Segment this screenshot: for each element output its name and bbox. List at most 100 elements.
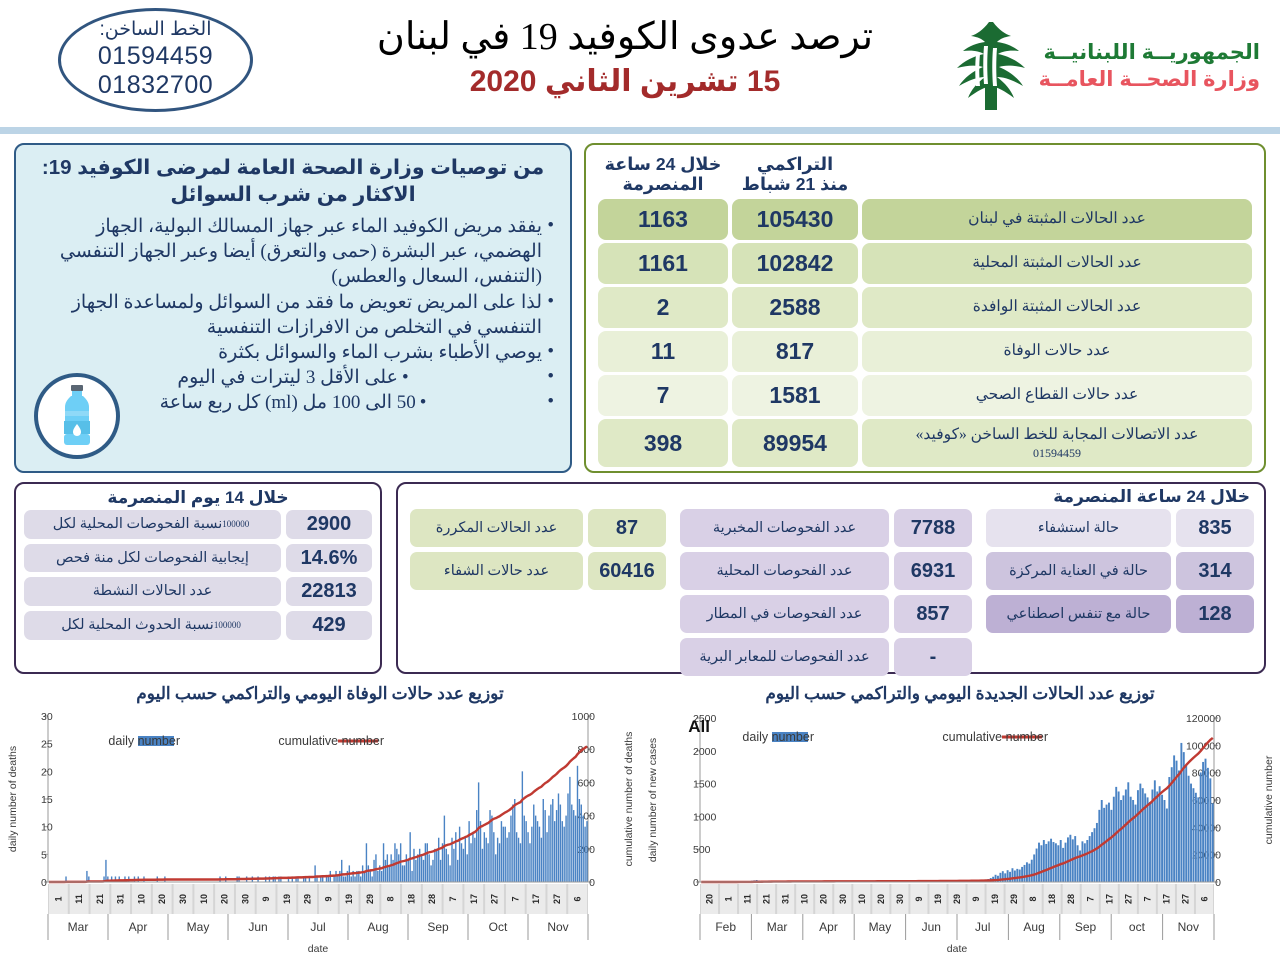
stat-row: 429 100000 نسبة الحدوث المحلية لكل — [24, 611, 372, 640]
svg-text:19: 19 — [344, 894, 354, 904]
svg-text:Feb: Feb — [715, 920, 736, 934]
row-cumulative: 105430 — [732, 199, 858, 241]
column-header-24h: خلال 24 ساعة المنصرمة — [604, 154, 722, 195]
svg-text:0: 0 — [693, 877, 699, 889]
svg-text:Nov: Nov — [1178, 920, 1199, 934]
svg-text:7: 7 — [1142, 896, 1152, 901]
stat-label: عدد الفحوصات المحلية — [680, 552, 889, 590]
svg-text:1: 1 — [724, 896, 734, 901]
recommendation-subitem: •50 الى 100 مل (ml) كل ربع ساعة — [32, 389, 554, 415]
svg-text:20: 20 — [41, 766, 53, 778]
row-hotline-number: 01594459 — [1033, 445, 1081, 460]
svg-text:Jun: Jun — [922, 920, 941, 934]
stat-value: 6931 — [894, 552, 972, 590]
header-divider — [0, 127, 1280, 134]
svg-text:21: 21 — [762, 894, 772, 904]
svg-text:daily number of new cases: daily number of new cases — [647, 738, 659, 862]
svg-text:28: 28 — [427, 894, 437, 904]
svg-text:600: 600 — [577, 777, 595, 789]
svg-text:All: All — [688, 717, 710, 736]
recommendations-panel: من توصيات وزارة الصحة العامة لمرضى الكوف… — [14, 143, 572, 473]
ministry-label: وزارة الصحــة العامــة — [1038, 68, 1260, 91]
svg-text:2500: 2500 — [693, 713, 717, 725]
stat-value: 314 — [1176, 552, 1254, 590]
svg-text:daily number: daily number — [108, 734, 180, 748]
stat-label: حالة استشفاء — [986, 509, 1171, 547]
svg-text:Apr: Apr — [819, 920, 838, 934]
stat-value: 429 — [286, 611, 372, 640]
deaths-chart-title: توزيع عدد حالات الوفاة اليومي والتراكمي … — [136, 684, 504, 703]
stat-row: 60416 عدد حالات الشفاء — [410, 552, 666, 590]
svg-text:20: 20 — [220, 894, 230, 904]
svg-text:29: 29 — [1009, 894, 1019, 904]
svg-text:10: 10 — [800, 894, 810, 904]
svg-text:25: 25 — [41, 739, 53, 751]
svg-text:17: 17 — [531, 894, 541, 904]
svg-text:Jul: Jul — [975, 920, 990, 934]
stat-value: 60416 — [588, 552, 666, 590]
svg-text:18: 18 — [406, 894, 416, 904]
stat-label-tiny: 100000 — [222, 519, 250, 530]
svg-text:20: 20 — [876, 894, 886, 904]
stat-label: 100000 نسبة الفحوصات المحلية لكل — [24, 510, 281, 539]
svg-text:daily number of deaths: daily number of deaths — [7, 746, 19, 852]
table-row: عدد حالات الوفاة 817 11 — [598, 331, 1252, 373]
row-last24h: 1161 — [598, 243, 728, 285]
svg-text:27: 27 — [1123, 894, 1133, 904]
svg-text:7: 7 — [1085, 896, 1095, 901]
svg-text:19: 19 — [282, 894, 292, 904]
main-statistics-table: التراكمي منذ 21 شباط خلال 24 ساعة المنصر… — [594, 151, 1256, 470]
stat-value: 857 — [894, 595, 972, 633]
svg-text:Oct: Oct — [489, 920, 508, 934]
svg-text:11: 11 — [743, 894, 753, 904]
svg-text:Sep: Sep — [1075, 920, 1097, 934]
cases-chart: 0500100015002000250002000040000600008000… — [647, 713, 1275, 955]
svg-text:15: 15 — [41, 794, 53, 806]
svg-text:28: 28 — [1066, 894, 1076, 904]
svg-text:10: 10 — [136, 894, 146, 904]
stat-value: 128 — [1176, 595, 1254, 633]
tests-column: 7788 عدد الفحوصات المخبرية 6931 عدد الفح… — [680, 509, 972, 676]
row-last24h: 1163 — [598, 199, 728, 241]
svg-text:31: 31 — [781, 894, 791, 904]
row-cumulative: 1581 — [732, 375, 858, 417]
svg-text:18: 18 — [1047, 894, 1057, 904]
svg-text:May: May — [869, 920, 892, 934]
svg-text:80000: 80000 — [1192, 768, 1221, 780]
hotline-number-1: 01594459 — [97, 41, 214, 70]
row-last24h: 2 — [598, 287, 728, 329]
row-cumulative: 2588 — [732, 287, 858, 329]
stat-value: - — [894, 638, 972, 676]
svg-text:8: 8 — [1028, 896, 1038, 901]
cases-chart-container: توزيع عدد الحالات الجديدة اليومي والتراك… — [640, 682, 1280, 960]
svg-text:Aug: Aug — [1023, 920, 1044, 934]
svg-text:oct: oct — [1129, 920, 1146, 934]
svg-text:5: 5 — [41, 849, 47, 861]
stat-label: حالة في العناية المركزة — [986, 552, 1171, 590]
stat-label-tiny: 100000 — [213, 620, 241, 631]
svg-text:1000: 1000 — [572, 711, 596, 723]
svg-text:21: 21 — [95, 894, 105, 904]
recommendation-item: لذا على المريض تعويض ما فقد من السوائل و… — [32, 289, 554, 340]
svg-text:20: 20 — [819, 894, 829, 904]
table-row: عدد حالات القطاع الصحي 1581 7 — [598, 375, 1252, 417]
svg-text:30: 30 — [838, 894, 848, 904]
svg-text:0: 0 — [41, 877, 47, 889]
recommendation-item: يفقد مريض الكوفيد الماء عبر جهاز المسالك… — [32, 213, 554, 289]
stat-label: عدد الفحوصات المخبرية — [680, 509, 889, 547]
row-last24h: 398 — [598, 419, 728, 468]
stat-row: 835 حالة استشفاء — [986, 509, 1254, 547]
svg-text:1: 1 — [53, 896, 63, 901]
stat-label: عدد الحالات النشطة — [24, 577, 281, 607]
hotline-badge: الخط الساخن: 01594459 01832700 — [58, 8, 253, 112]
svg-text:30: 30 — [41, 711, 53, 723]
svg-text:2000: 2000 — [693, 746, 717, 758]
stat-row: 14.6% إيجابية الفحوصات لكل منة فحص — [24, 543, 372, 573]
stat-label: عدد الفحوصات للمعابر البرية — [680, 638, 889, 676]
svg-text:19: 19 — [990, 894, 1000, 904]
table-row: عدد الحالات المثبتة المحلية 102842 1161 — [598, 243, 1252, 285]
svg-text:date: date — [947, 943, 968, 955]
row-cumulative: 817 — [732, 331, 858, 373]
row-label: عدد الحالات المثبتة الوافدة — [862, 287, 1252, 329]
